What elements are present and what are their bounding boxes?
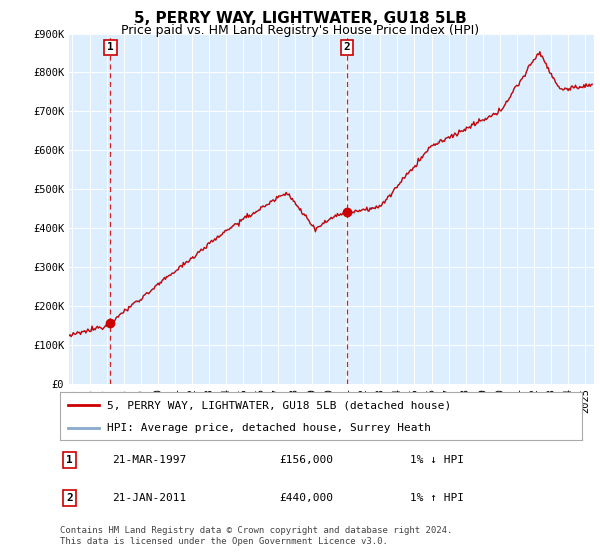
Text: 21-JAN-2011: 21-JAN-2011 bbox=[112, 493, 187, 503]
Text: Price paid vs. HM Land Registry's House Price Index (HPI): Price paid vs. HM Land Registry's House … bbox=[121, 24, 479, 36]
Text: 5, PERRY WAY, LIGHTWATER, GU18 5LB (detached house): 5, PERRY WAY, LIGHTWATER, GU18 5LB (deta… bbox=[107, 400, 451, 410]
Text: 5, PERRY WAY, LIGHTWATER, GU18 5LB: 5, PERRY WAY, LIGHTWATER, GU18 5LB bbox=[134, 11, 466, 26]
Text: 1: 1 bbox=[107, 43, 114, 52]
Text: 1: 1 bbox=[66, 455, 73, 465]
Text: £156,000: £156,000 bbox=[279, 455, 333, 465]
Text: HPI: Average price, detached house, Surrey Heath: HPI: Average price, detached house, Surr… bbox=[107, 423, 431, 433]
Text: 21-MAR-1997: 21-MAR-1997 bbox=[112, 455, 187, 465]
Text: £440,000: £440,000 bbox=[279, 493, 333, 503]
Text: Contains HM Land Registry data © Crown copyright and database right 2024.
This d: Contains HM Land Registry data © Crown c… bbox=[60, 526, 452, 546]
Text: 1% ↓ HPI: 1% ↓ HPI bbox=[410, 455, 464, 465]
Text: 2: 2 bbox=[344, 43, 350, 52]
Text: 2: 2 bbox=[66, 493, 73, 503]
Text: 1% ↑ HPI: 1% ↑ HPI bbox=[410, 493, 464, 503]
